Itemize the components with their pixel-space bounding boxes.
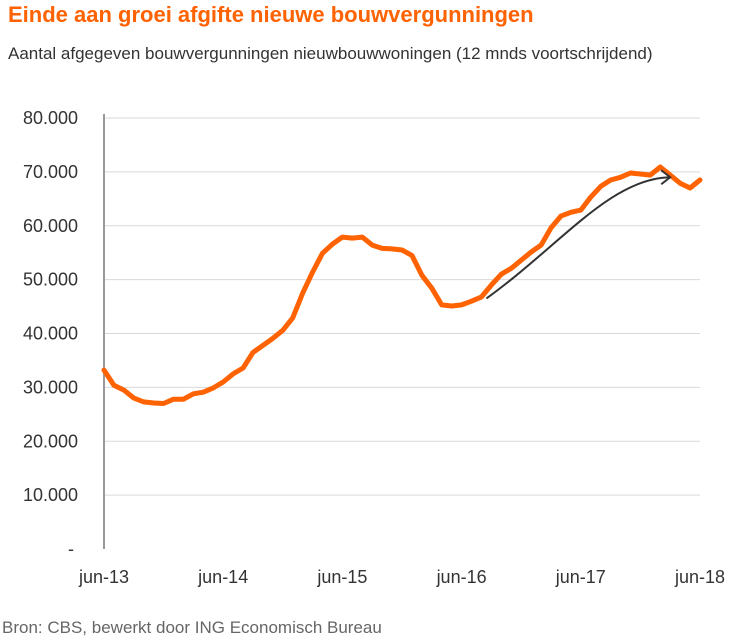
source-note: Bron: CBS, bewerkt door ING Economisch B…	[2, 618, 382, 637]
y-tick-label: 50.000	[23, 270, 78, 290]
y-tick-label: 20.000	[23, 431, 78, 451]
y-tick-label: 80.000	[23, 108, 78, 128]
x-tick-label: jun-14	[197, 567, 248, 587]
x-tick-label: jun-17	[555, 567, 606, 587]
y-tick-label: 60.000	[23, 216, 78, 236]
y-tick-label: 10.000	[23, 485, 78, 505]
trend-arrow-head	[660, 169, 672, 186]
chart-title: Einde aan groei afgifte nieuwe bouwvergu…	[8, 2, 534, 27]
y-tick-label: 40.000	[23, 324, 78, 344]
x-tick-label: jun-15	[316, 567, 367, 587]
y-tick-label: 70.000	[23, 162, 78, 182]
x-tick-label: jun-16	[436, 567, 487, 587]
x-tick-label: jun-18	[674, 567, 725, 587]
y-tick-label: 30.000	[23, 377, 78, 397]
trend-arrow	[485, 176, 671, 300]
x-tick-label: jun-13	[78, 567, 129, 587]
y-tick-label: -	[68, 539, 74, 559]
chart-subtitle: Aantal afgegeven bouwvergunningen nieuwb…	[8, 44, 653, 63]
series-line	[101, 164, 703, 406]
